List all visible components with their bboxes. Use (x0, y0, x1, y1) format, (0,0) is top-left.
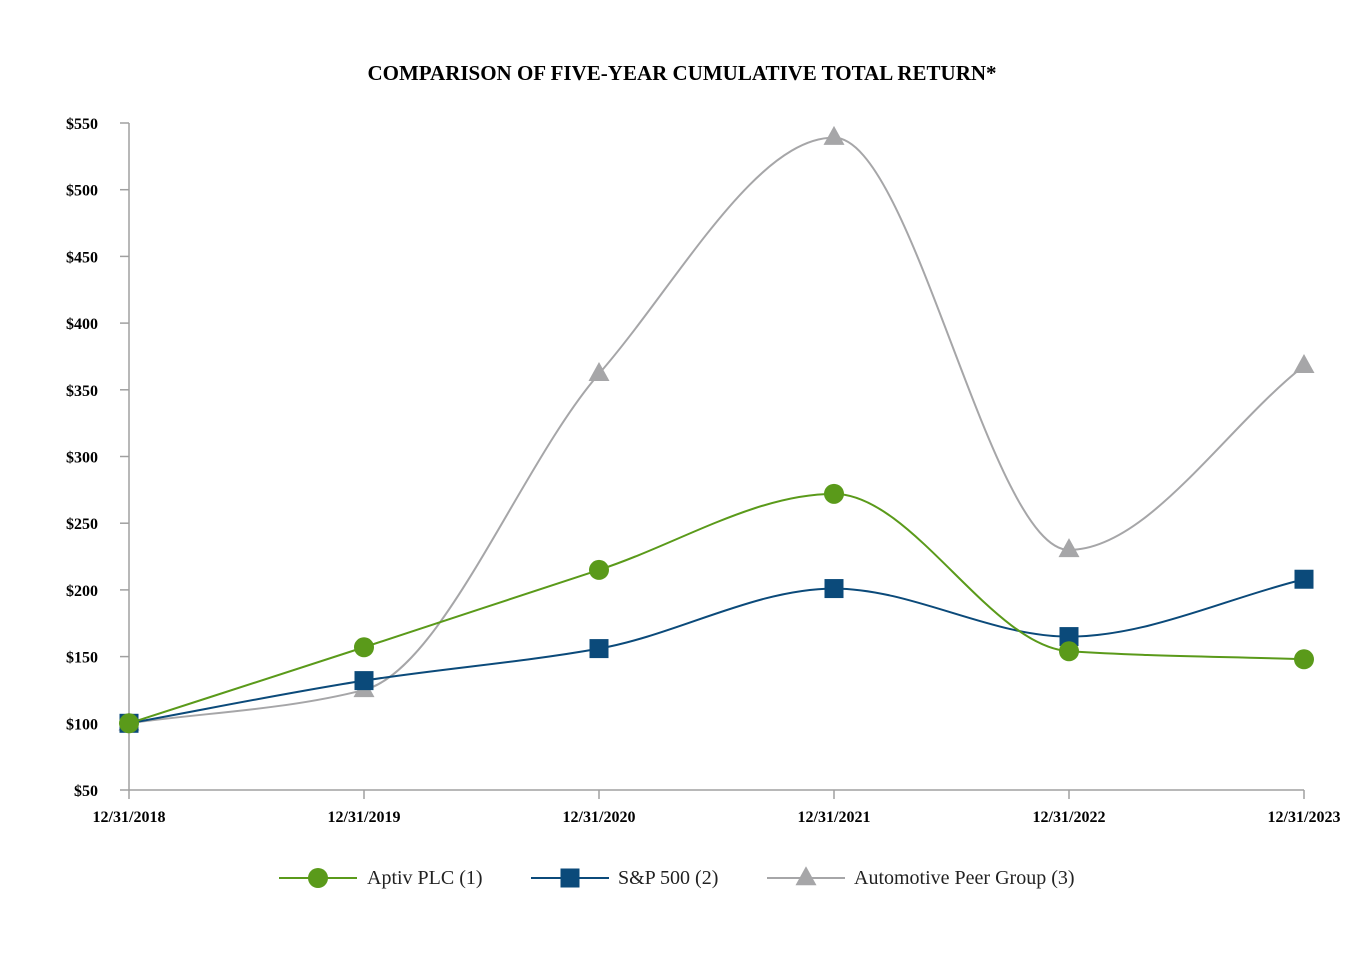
data-point-square (354, 671, 374, 691)
x-tick-label: 12/31/2023 (1268, 809, 1341, 826)
x-tick-label: 12/31/2020 (563, 809, 636, 826)
y-tick-label: $350 (66, 383, 98, 400)
axes: $50 $100 $150 $200 $250 $300 $350 $400 $450 $500 $… (66, 116, 1340, 826)
data-point-triangle (823, 125, 845, 145)
x-tick-label: 12/31/2019 (328, 809, 401, 826)
y-tick-label: $250 (66, 516, 98, 533)
x-tick-label: 12/31/2021 (798, 809, 871, 826)
data-point-square (1294, 569, 1314, 589)
y-tick-label: $50 (74, 783, 98, 800)
series-line-circle (128, 492, 1305, 725)
legend-label: S&P 500 (2) (618, 867, 718, 889)
chart-title: COMPARISON OF FIVE-YEAR CUMULATIVE TOTAL… (367, 61, 996, 85)
data-point-triangle (1058, 538, 1080, 558)
legend-item: S&P 500 (2) (531, 867, 718, 889)
x-tick-label: 12/31/2018 (93, 809, 166, 826)
data-point-circle (354, 637, 374, 658)
legend-item: Aptiv PLC (1) (279, 867, 483, 889)
y-tick-label: $550 (66, 116, 98, 133)
series-line-triangle (128, 136, 1305, 725)
data-point-square (1059, 627, 1079, 647)
legend: Aptiv PLC (1) S&P 500 (2) Automotive Peer … (279, 866, 1075, 889)
data-point-circle (119, 713, 139, 734)
series-layer (118, 125, 1315, 734)
data-point-square (589, 639, 609, 659)
y-tick-label: $100 (66, 716, 98, 733)
legend-label: Aptiv PLC (1) (367, 867, 483, 889)
legend-item: Automotive Peer Group (3) (767, 866, 1075, 889)
data-point-triangle (588, 362, 610, 382)
data-point-square (824, 579, 844, 599)
data-point-triangle (1293, 354, 1315, 374)
data-point-circle (1059, 641, 1079, 662)
y-tick-label: $450 (66, 249, 98, 266)
x-tick-label: 12/31/2022 (1033, 809, 1106, 826)
series-line-square (128, 578, 1305, 725)
data-point-circle (824, 483, 844, 504)
y-tick-label: $150 (66, 650, 98, 667)
legend-marker-circle (308, 868, 328, 888)
y-tick-label: $200 (66, 583, 98, 600)
legend-marker-triangle (795, 866, 817, 886)
data-point-circle (1294, 649, 1314, 670)
y-tick-label: $500 (66, 183, 98, 200)
legend-label: Automotive Peer Group (3) (854, 867, 1075, 889)
y-tick-label: $400 (66, 316, 98, 333)
data-point-circle (589, 559, 609, 580)
legend-marker-square (560, 868, 580, 888)
y-tick-label: $300 (66, 450, 98, 467)
